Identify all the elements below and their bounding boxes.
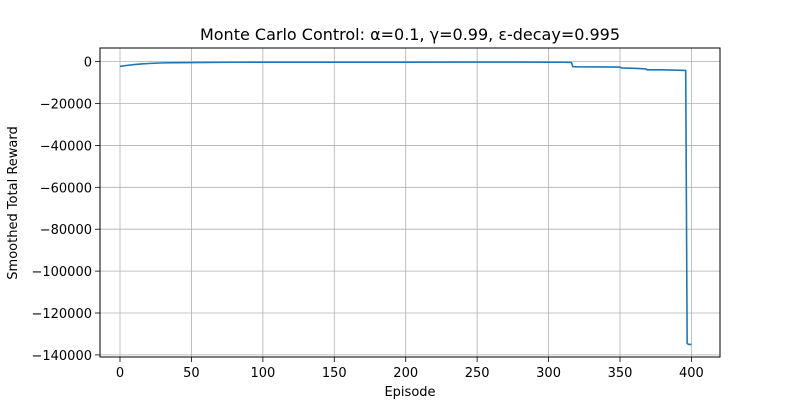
y-tick-label: −60000 [40,181,92,196]
x-tick-label: 100 [250,366,275,381]
x-tick-label: 400 [679,366,704,381]
x-axis-label: Episode [384,385,435,400]
x-tick-label: 0 [116,366,124,381]
x-tick-label: 50 [183,366,200,381]
y-tick-label: −40000 [40,139,92,154]
chart-title: Monte Carlo Control: α=0.1, γ=0.99, ε-de… [200,25,620,44]
y-tick-label: 0 [84,56,92,71]
y-axis-ticks: 0 −20000 −40000 −60000 −80000 −100000 −120000 −… [31,56,100,364]
series-lines [119,61,692,346]
x-tick-label: 200 [393,366,418,381]
y-tick-label: −80000 [40,223,92,238]
y-tick-label: −140000 [31,349,92,364]
y-tick-label: −100000 [31,265,92,280]
plot-frame [99,47,721,358]
x-tick-label: 250 [465,366,490,381]
grid-lines [100,48,720,357]
x-tick-label: 300 [536,366,561,381]
y-tick-label: −120000 [31,307,92,322]
x-tick-label: 150 [322,366,347,381]
y-axis-label: Smoothed Total Reward [6,126,21,279]
x-tick-label: 350 [608,366,633,381]
y-tick-label: −20000 [40,98,92,113]
x-axis-ticks: 0 50 100 150 200 250 300 350 400 [116,357,704,381]
series-line [119,61,692,346]
